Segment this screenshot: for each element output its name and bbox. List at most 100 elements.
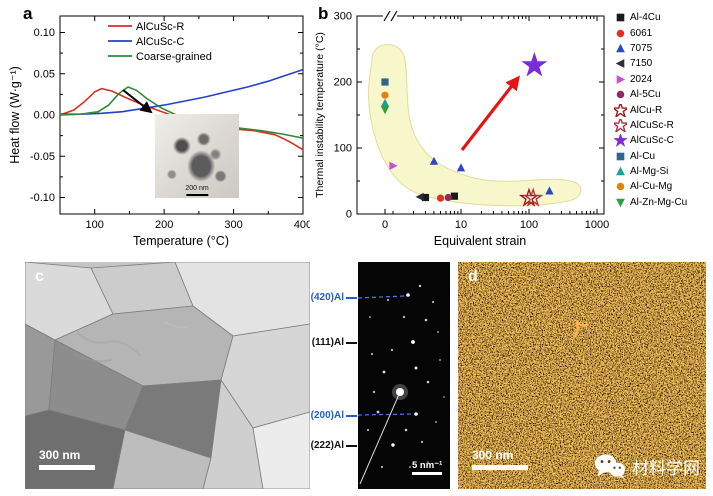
y-axis-title-a: Heat flow (W·g⁻¹): [8, 66, 22, 164]
legend-marker-triangle-up: [616, 166, 625, 176]
y-tick-label: 300: [334, 11, 352, 23]
y-tick-label: -0.05: [30, 151, 55, 163]
marker-square: [421, 193, 430, 202]
legend-marker-star-open: [614, 103, 627, 117]
diffraction-streak: [359, 391, 401, 485]
x-axis-title-a: Temperature (°C): [133, 234, 229, 248]
legend-marker-square: [616, 13, 625, 22]
marker-triangle-up: [616, 166, 625, 176]
legend-label: Al-Cu: [630, 150, 656, 162]
marker-circle: [444, 193, 452, 202]
diffraction-label-420: (420)Al: [310, 292, 357, 303]
marker-triangle-up: [456, 163, 466, 172]
marker-square: [450, 192, 459, 200]
tem-scalebar-line: [39, 465, 95, 470]
marker-circle: [616, 29, 625, 37]
legend-item: AlCu-R: [614, 102, 711, 117]
y-tick-label: 200: [334, 77, 352, 89]
trend-arrow: [460, 75, 520, 151]
legend-marker-triangle-down: [616, 198, 625, 208]
legend-item: 2024: [614, 72, 711, 87]
marker-circle: [381, 91, 389, 99]
legend-label: 2024: [630, 73, 653, 85]
y-tick-label: 0.10: [34, 27, 55, 39]
legend-item: 7150: [614, 56, 711, 71]
diffraction-spots: [366, 284, 445, 469]
eds-scalebar-label: 300 nm: [472, 448, 514, 462]
x-axis-title-b: Equivalent strain: [434, 234, 526, 248]
axis-break-slash: [390, 10, 398, 22]
panel-letter-b: b: [318, 4, 329, 23]
legend-label: Coarse-grained: [136, 51, 212, 63]
marker-star-open: [522, 187, 544, 207]
legend-label: AlCuSc-C: [136, 36, 184, 48]
marker-circle: [436, 194, 445, 202]
legend-label: AlCuSc-C: [630, 135, 674, 147]
legend-label: Al-5Cu: [630, 89, 661, 101]
tem-bend-contours: [72, 321, 192, 362]
legend-label: Al-Mg-Si: [630, 166, 669, 178]
leader-dash: [346, 296, 357, 299]
marker-triangle-down: [616, 198, 625, 208]
eds-bright-feature: [572, 320, 589, 339]
legend-marker-circle: [616, 29, 625, 37]
legend-item: AlCuSc-R: [614, 118, 711, 133]
legend-label: Al-4Cu: [630, 12, 661, 24]
marker-star-open: [614, 103, 627, 117]
dsc-line-chart: Temperature (°C) Heat flow (W·g⁻¹) 100 20…: [8, 15, 310, 248]
marker-circle: [616, 183, 625, 191]
leader-200: [358, 413, 415, 416]
legend-marker-star-open: [614, 118, 627, 132]
diffraction-background: [358, 262, 450, 489]
y-tick-label: -0.10: [30, 192, 55, 204]
marker-triangle-up: [380, 98, 390, 107]
legend-label: 7150: [630, 58, 653, 70]
eds-noise-layer-bright: [458, 262, 706, 489]
inset-scalebar: 200 nm: [185, 185, 209, 196]
x-tick-label: 200: [155, 219, 173, 231]
x-tick-label: 100: [520, 219, 538, 231]
diffraction-scalebar-label: 5 nm⁻¹: [412, 460, 442, 471]
marker-triangle-left: [615, 59, 625, 69]
panel-d-eds-map: d 300 nm: [458, 262, 706, 490]
marker-triangle-right: [616, 74, 626, 84]
leader-dash: [346, 341, 357, 344]
diffraction-label-200: (200)Al: [310, 410, 357, 421]
x-tick-label: 1000: [585, 219, 609, 231]
legend-item: 7075: [614, 41, 711, 56]
series-line-Coarse-grained: [59, 86, 304, 139]
eds-scalebar-line: [472, 465, 528, 470]
y-tick-label: 0.05: [34, 68, 55, 80]
marker-star-open: [614, 118, 627, 132]
legend-label: AlCuSc-R: [630, 119, 674, 131]
panel-b-scatter-chart: b Equivalent strain Thermal instability …: [312, 2, 711, 260]
leader-420: [358, 295, 405, 299]
wechat-logo-icon: [594, 454, 626, 479]
legend-item: Al-Cu-Mg: [614, 179, 711, 194]
diffraction-label-222: (222)Al: [310, 440, 357, 451]
panel-letter-d: d: [468, 268, 478, 285]
legend-marker-circle: [616, 183, 625, 191]
marker-triangle-down: [380, 106, 390, 115]
inset-scalebar-line: [185, 193, 208, 196]
legend-marker-square: [616, 152, 625, 161]
marker-square: [616, 13, 625, 22]
marker-square: [381, 78, 389, 86]
panel-a-dsc-chart: a Temperature (°C) Heat flow (W·g⁻¹) 100…: [5, 2, 310, 260]
legend-marker-triangle-right: [616, 74, 626, 84]
legend-marker-triangle-up: [616, 43, 625, 53]
tem-grains: [25, 262, 310, 489]
legend-item: AlCuSc-C: [614, 133, 711, 148]
marker-square: [616, 152, 625, 161]
axis-break-mask: [383, 11, 397, 21]
y-tick-label: 0: [346, 209, 352, 221]
legend-label: 6061: [630, 27, 653, 39]
marker-triangle-left: [415, 192, 424, 201]
x-tick-label: 300: [224, 219, 242, 231]
marker-triangle-up: [545, 186, 554, 195]
marker-triangle-up: [429, 156, 439, 165]
tem-scalebar-label: 300 nm: [39, 448, 81, 462]
marker-star: [614, 134, 627, 148]
x-tick-label: 10: [455, 219, 467, 231]
